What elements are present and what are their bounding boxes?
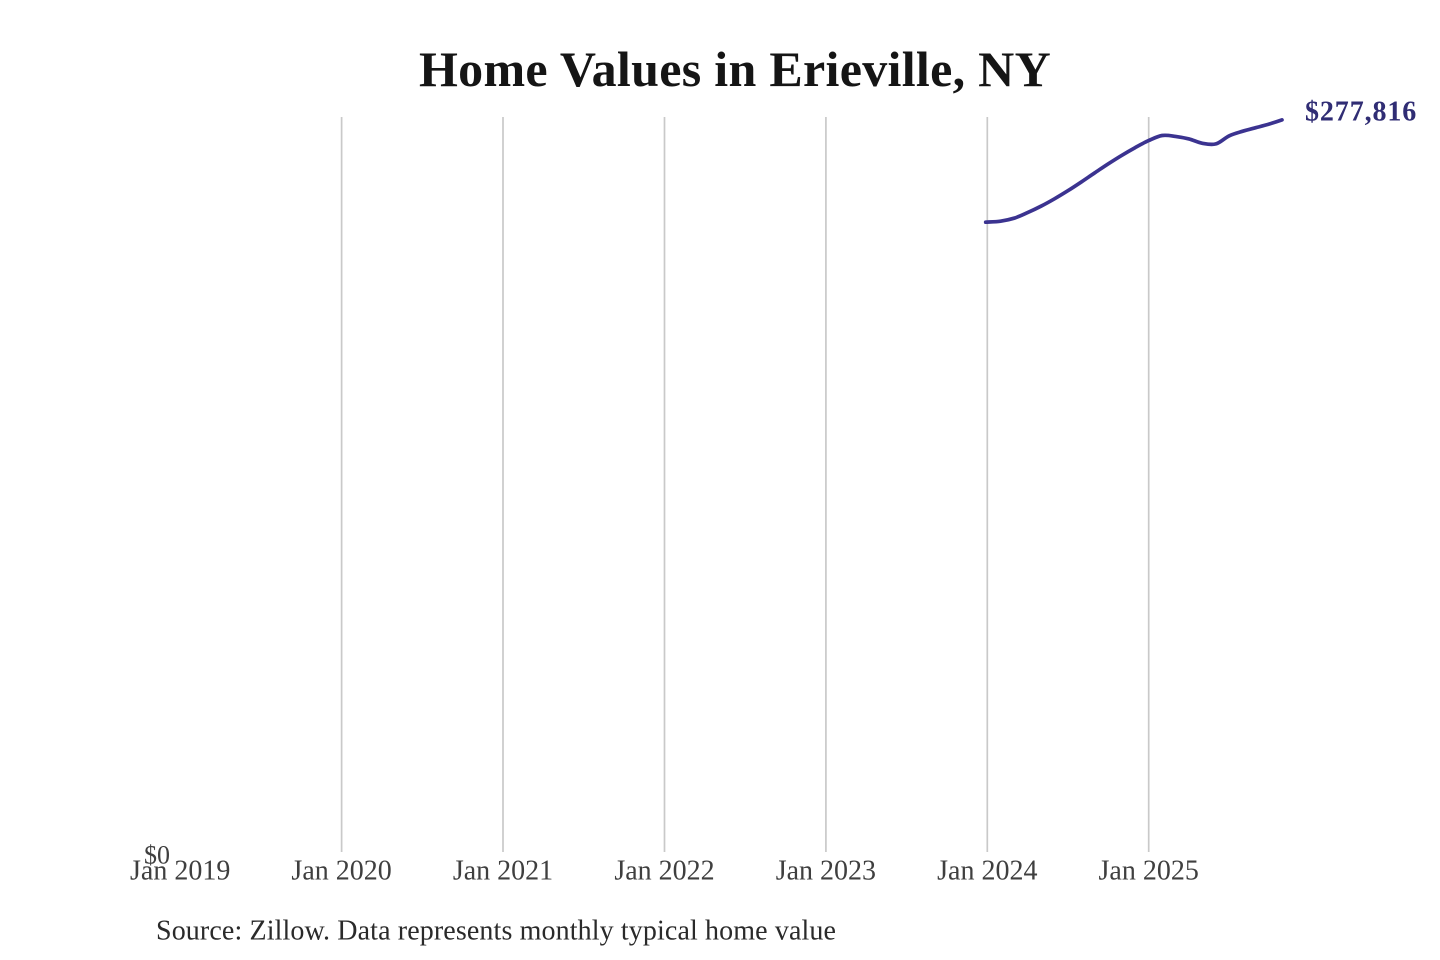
svg-text:$277,816: $277,816 (1305, 96, 1417, 127)
svg-text:Jan 2023: Jan 2023 (776, 856, 876, 887)
svg-text:Jan 2022: Jan 2022 (614, 856, 714, 887)
svg-text:Jan 2024: Jan 2024 (937, 856, 1037, 887)
svg-text:Home Values in Erieville, NY: Home Values in Erieville, NY (419, 41, 1051, 97)
svg-text:Jan 2021: Jan 2021 (453, 856, 553, 887)
svg-text:Jan 2020: Jan 2020 (291, 856, 391, 887)
svg-text:Source: Zillow. Data represent: Source: Zillow. Data represents monthly … (156, 916, 836, 947)
svg-text:$0: $0 (144, 841, 170, 870)
svg-text:Jan 2025: Jan 2025 (1099, 856, 1199, 887)
svg-text:Jan 2019: Jan 2019 (130, 856, 230, 887)
